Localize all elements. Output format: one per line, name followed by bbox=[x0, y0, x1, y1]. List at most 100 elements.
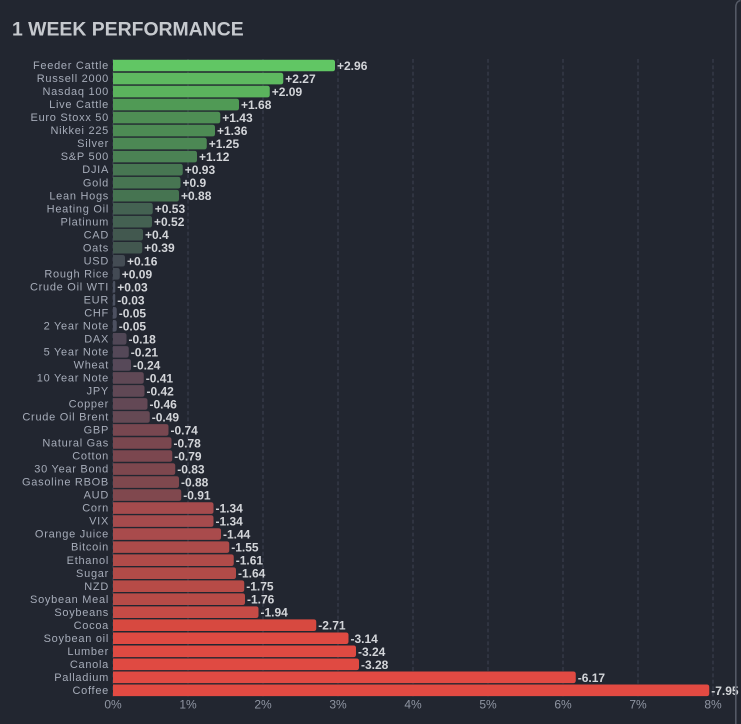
svg-text:USD: USD bbox=[84, 255, 109, 267]
svg-text:6%: 6% bbox=[554, 698, 572, 712]
svg-text:+1.43: +1.43 bbox=[222, 111, 253, 125]
svg-text:0%: 0% bbox=[104, 698, 122, 712]
svg-text:JPY: JPY bbox=[87, 386, 109, 398]
svg-text:-0.46: -0.46 bbox=[150, 397, 178, 411]
svg-text:-0.78: -0.78 bbox=[174, 436, 202, 450]
svg-text:Palladium: Palladium bbox=[54, 672, 109, 684]
svg-text:+2.27: +2.27 bbox=[285, 72, 316, 86]
svg-text:-0.24: -0.24 bbox=[133, 358, 161, 372]
svg-text:-0.83: -0.83 bbox=[177, 463, 205, 477]
svg-text:EUR: EUR bbox=[84, 294, 109, 306]
svg-text:Bitcoin: Bitcoin bbox=[71, 542, 109, 554]
svg-text:Soybean oil: Soybean oil bbox=[44, 633, 109, 645]
svg-text:1 WEEK PERFORMANCE: 1 WEEK PERFORMANCE bbox=[12, 19, 244, 41]
svg-text:-1.34: -1.34 bbox=[216, 515, 244, 529]
svg-text:30 Year Bond: 30 Year Bond bbox=[34, 464, 109, 476]
svg-text:Cocoa: Cocoa bbox=[74, 620, 110, 632]
svg-text:-0.41: -0.41 bbox=[146, 371, 174, 385]
svg-text:2%: 2% bbox=[254, 698, 272, 712]
svg-text:Corn: Corn bbox=[82, 503, 109, 515]
svg-text:Orange Juice: Orange Juice bbox=[35, 529, 109, 541]
svg-text:DAX: DAX bbox=[84, 333, 109, 345]
svg-text:+1.68: +1.68 bbox=[241, 98, 272, 112]
svg-text:+0.09: +0.09 bbox=[122, 267, 153, 281]
svg-text:Lumber: Lumber bbox=[67, 646, 109, 658]
svg-text:S&P 500: S&P 500 bbox=[61, 151, 109, 163]
svg-text:8%: 8% bbox=[704, 698, 722, 712]
svg-text:-0.18: -0.18 bbox=[129, 332, 157, 346]
svg-text:-0.05: -0.05 bbox=[119, 306, 147, 320]
svg-text:Cotton: Cotton bbox=[72, 451, 109, 463]
svg-text:4%: 4% bbox=[404, 698, 422, 712]
svg-text:Crude Oil Brent: Crude Oil Brent bbox=[22, 412, 109, 424]
svg-text:Gold: Gold bbox=[83, 177, 109, 189]
svg-text:Rough Rice: Rough Rice bbox=[44, 268, 109, 280]
svg-text:GBP: GBP bbox=[84, 425, 109, 437]
svg-text:Heating Oil: Heating Oil bbox=[47, 203, 109, 215]
svg-text:AUD: AUD bbox=[84, 490, 109, 502]
svg-text:-3.14: -3.14 bbox=[351, 632, 379, 646]
svg-text:Copper: Copper bbox=[69, 399, 109, 411]
svg-text:-1.34: -1.34 bbox=[216, 502, 244, 516]
svg-text:Oats: Oats bbox=[83, 242, 109, 254]
svg-text:Nikkei 225: Nikkei 225 bbox=[50, 125, 109, 137]
svg-text:Euro Stoxx 50: Euro Stoxx 50 bbox=[31, 112, 109, 124]
svg-text:+0.03: +0.03 bbox=[117, 280, 148, 294]
svg-text:2 Year Note: 2 Year Note bbox=[44, 320, 109, 332]
svg-text:3%: 3% bbox=[329, 698, 347, 712]
svg-text:Coffee: Coffee bbox=[72, 685, 109, 697]
svg-text:-2.71: -2.71 bbox=[318, 619, 346, 633]
svg-text:-3.24: -3.24 bbox=[358, 645, 386, 659]
svg-text:Ethanol: Ethanol bbox=[67, 555, 109, 567]
svg-text:Silver: Silver bbox=[77, 138, 109, 150]
svg-text:Feeder Cattle: Feeder Cattle bbox=[33, 60, 109, 72]
svg-text:-6.17: -6.17 bbox=[578, 671, 606, 685]
svg-text:-1.75: -1.75 bbox=[246, 580, 274, 594]
svg-text:+1.25: +1.25 bbox=[209, 137, 240, 151]
svg-text:Natural Gas: Natural Gas bbox=[42, 438, 109, 450]
svg-text:NZD: NZD bbox=[84, 581, 109, 593]
svg-text:-7.95: -7.95 bbox=[711, 684, 739, 698]
svg-text:7%: 7% bbox=[629, 698, 647, 712]
svg-text:-1.76: -1.76 bbox=[247, 593, 275, 607]
svg-text:+2.96: +2.96 bbox=[337, 59, 368, 73]
svg-text:+0.39: +0.39 bbox=[144, 241, 175, 255]
svg-text:-0.91: -0.91 bbox=[183, 489, 211, 503]
svg-text:Crude Oil WTI: Crude Oil WTI bbox=[30, 281, 109, 293]
svg-text:CAD: CAD bbox=[84, 229, 109, 241]
svg-text:+0.4: +0.4 bbox=[145, 228, 169, 242]
svg-text:Live Cattle: Live Cattle bbox=[49, 99, 109, 111]
svg-text:-0.21: -0.21 bbox=[131, 345, 159, 359]
svg-text:-0.03: -0.03 bbox=[117, 293, 145, 307]
svg-text:-0.42: -0.42 bbox=[147, 384, 175, 398]
svg-text:+0.53: +0.53 bbox=[155, 202, 186, 216]
svg-text:+0.52: +0.52 bbox=[154, 215, 185, 229]
svg-text:-0.05: -0.05 bbox=[119, 319, 147, 333]
svg-text:-0.74: -0.74 bbox=[171, 423, 199, 437]
svg-text:+0.93: +0.93 bbox=[185, 163, 216, 177]
svg-text:Sugar: Sugar bbox=[76, 568, 109, 580]
svg-text:Nasdaq 100: Nasdaq 100 bbox=[42, 86, 109, 98]
svg-text:5 Year Note: 5 Year Note bbox=[44, 346, 109, 358]
svg-text:Gasoline RBOB: Gasoline RBOB bbox=[22, 477, 109, 489]
svg-text:Soybeans: Soybeans bbox=[54, 607, 109, 619]
svg-text:5%: 5% bbox=[479, 698, 497, 712]
svg-text:-3.28: -3.28 bbox=[361, 658, 389, 672]
svg-text:1%: 1% bbox=[179, 698, 197, 712]
svg-text:-0.88: -0.88 bbox=[181, 476, 209, 490]
svg-text:-1.94: -1.94 bbox=[261, 606, 289, 620]
svg-text:DJIA: DJIA bbox=[82, 164, 109, 176]
svg-text:+1.36: +1.36 bbox=[217, 124, 248, 138]
svg-text:-1.64: -1.64 bbox=[238, 567, 266, 581]
svg-text:-0.79: -0.79 bbox=[174, 450, 202, 464]
svg-text:+0.88: +0.88 bbox=[181, 189, 212, 203]
svg-text:+0.9: +0.9 bbox=[183, 176, 207, 190]
svg-text:Soybean Meal: Soybean Meal bbox=[30, 594, 109, 606]
svg-text:CHF: CHF bbox=[84, 307, 109, 319]
svg-text:-0.49: -0.49 bbox=[152, 410, 180, 424]
svg-text:+0.16: +0.16 bbox=[127, 254, 158, 268]
svg-text:VIX: VIX bbox=[89, 516, 109, 528]
svg-text:Russell 2000: Russell 2000 bbox=[37, 73, 109, 85]
svg-text:Wheat: Wheat bbox=[74, 359, 109, 371]
svg-text:-1.44: -1.44 bbox=[223, 528, 251, 542]
